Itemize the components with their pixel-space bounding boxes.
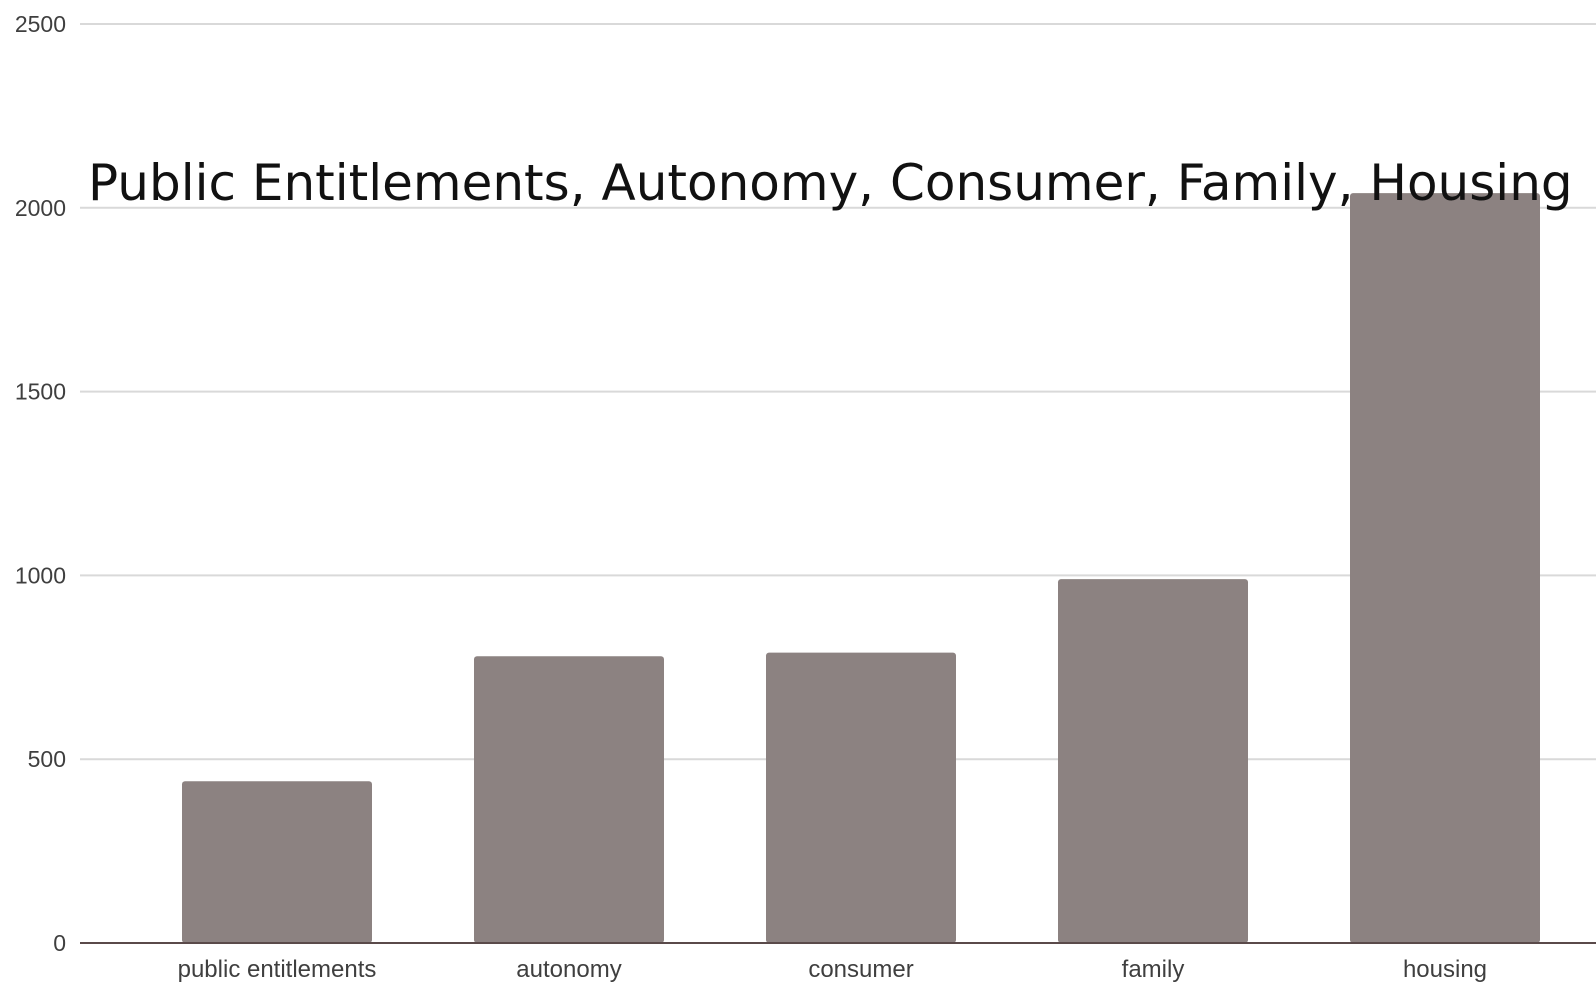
y-axis-ticks: 0 500 1000 1500 2000 2500 [15, 11, 66, 956]
gridlines [80, 23, 1596, 761]
bar-consumer [766, 652, 956, 943]
bar-autonomy [474, 656, 664, 943]
y-tick-label: 2500 [15, 11, 66, 37]
y-tick-label: 1500 [15, 379, 66, 405]
x-axis-labels: public entitlements autonomy consumer famil… [178, 956, 1487, 983]
y-tick-label: 2000 [15, 195, 66, 221]
bar-public-entitlements [182, 781, 372, 943]
bar-family [1058, 579, 1248, 943]
x-tick-label: public entitlements [178, 956, 377, 983]
bar-housing [1350, 193, 1540, 943]
y-tick-label: 1000 [15, 562, 66, 588]
chart-title: Public Entitlements, Autonomy, Consumer,… [88, 154, 1573, 212]
y-tick-label: 0 [53, 930, 66, 956]
x-tick-label: housing [1403, 956, 1487, 983]
x-tick-label: family [1122, 956, 1185, 983]
x-tick-label: autonomy [516, 956, 621, 983]
bars [182, 193, 1540, 943]
y-tick-label: 500 [28, 746, 66, 772]
x-tick-label: consumer [808, 956, 913, 983]
